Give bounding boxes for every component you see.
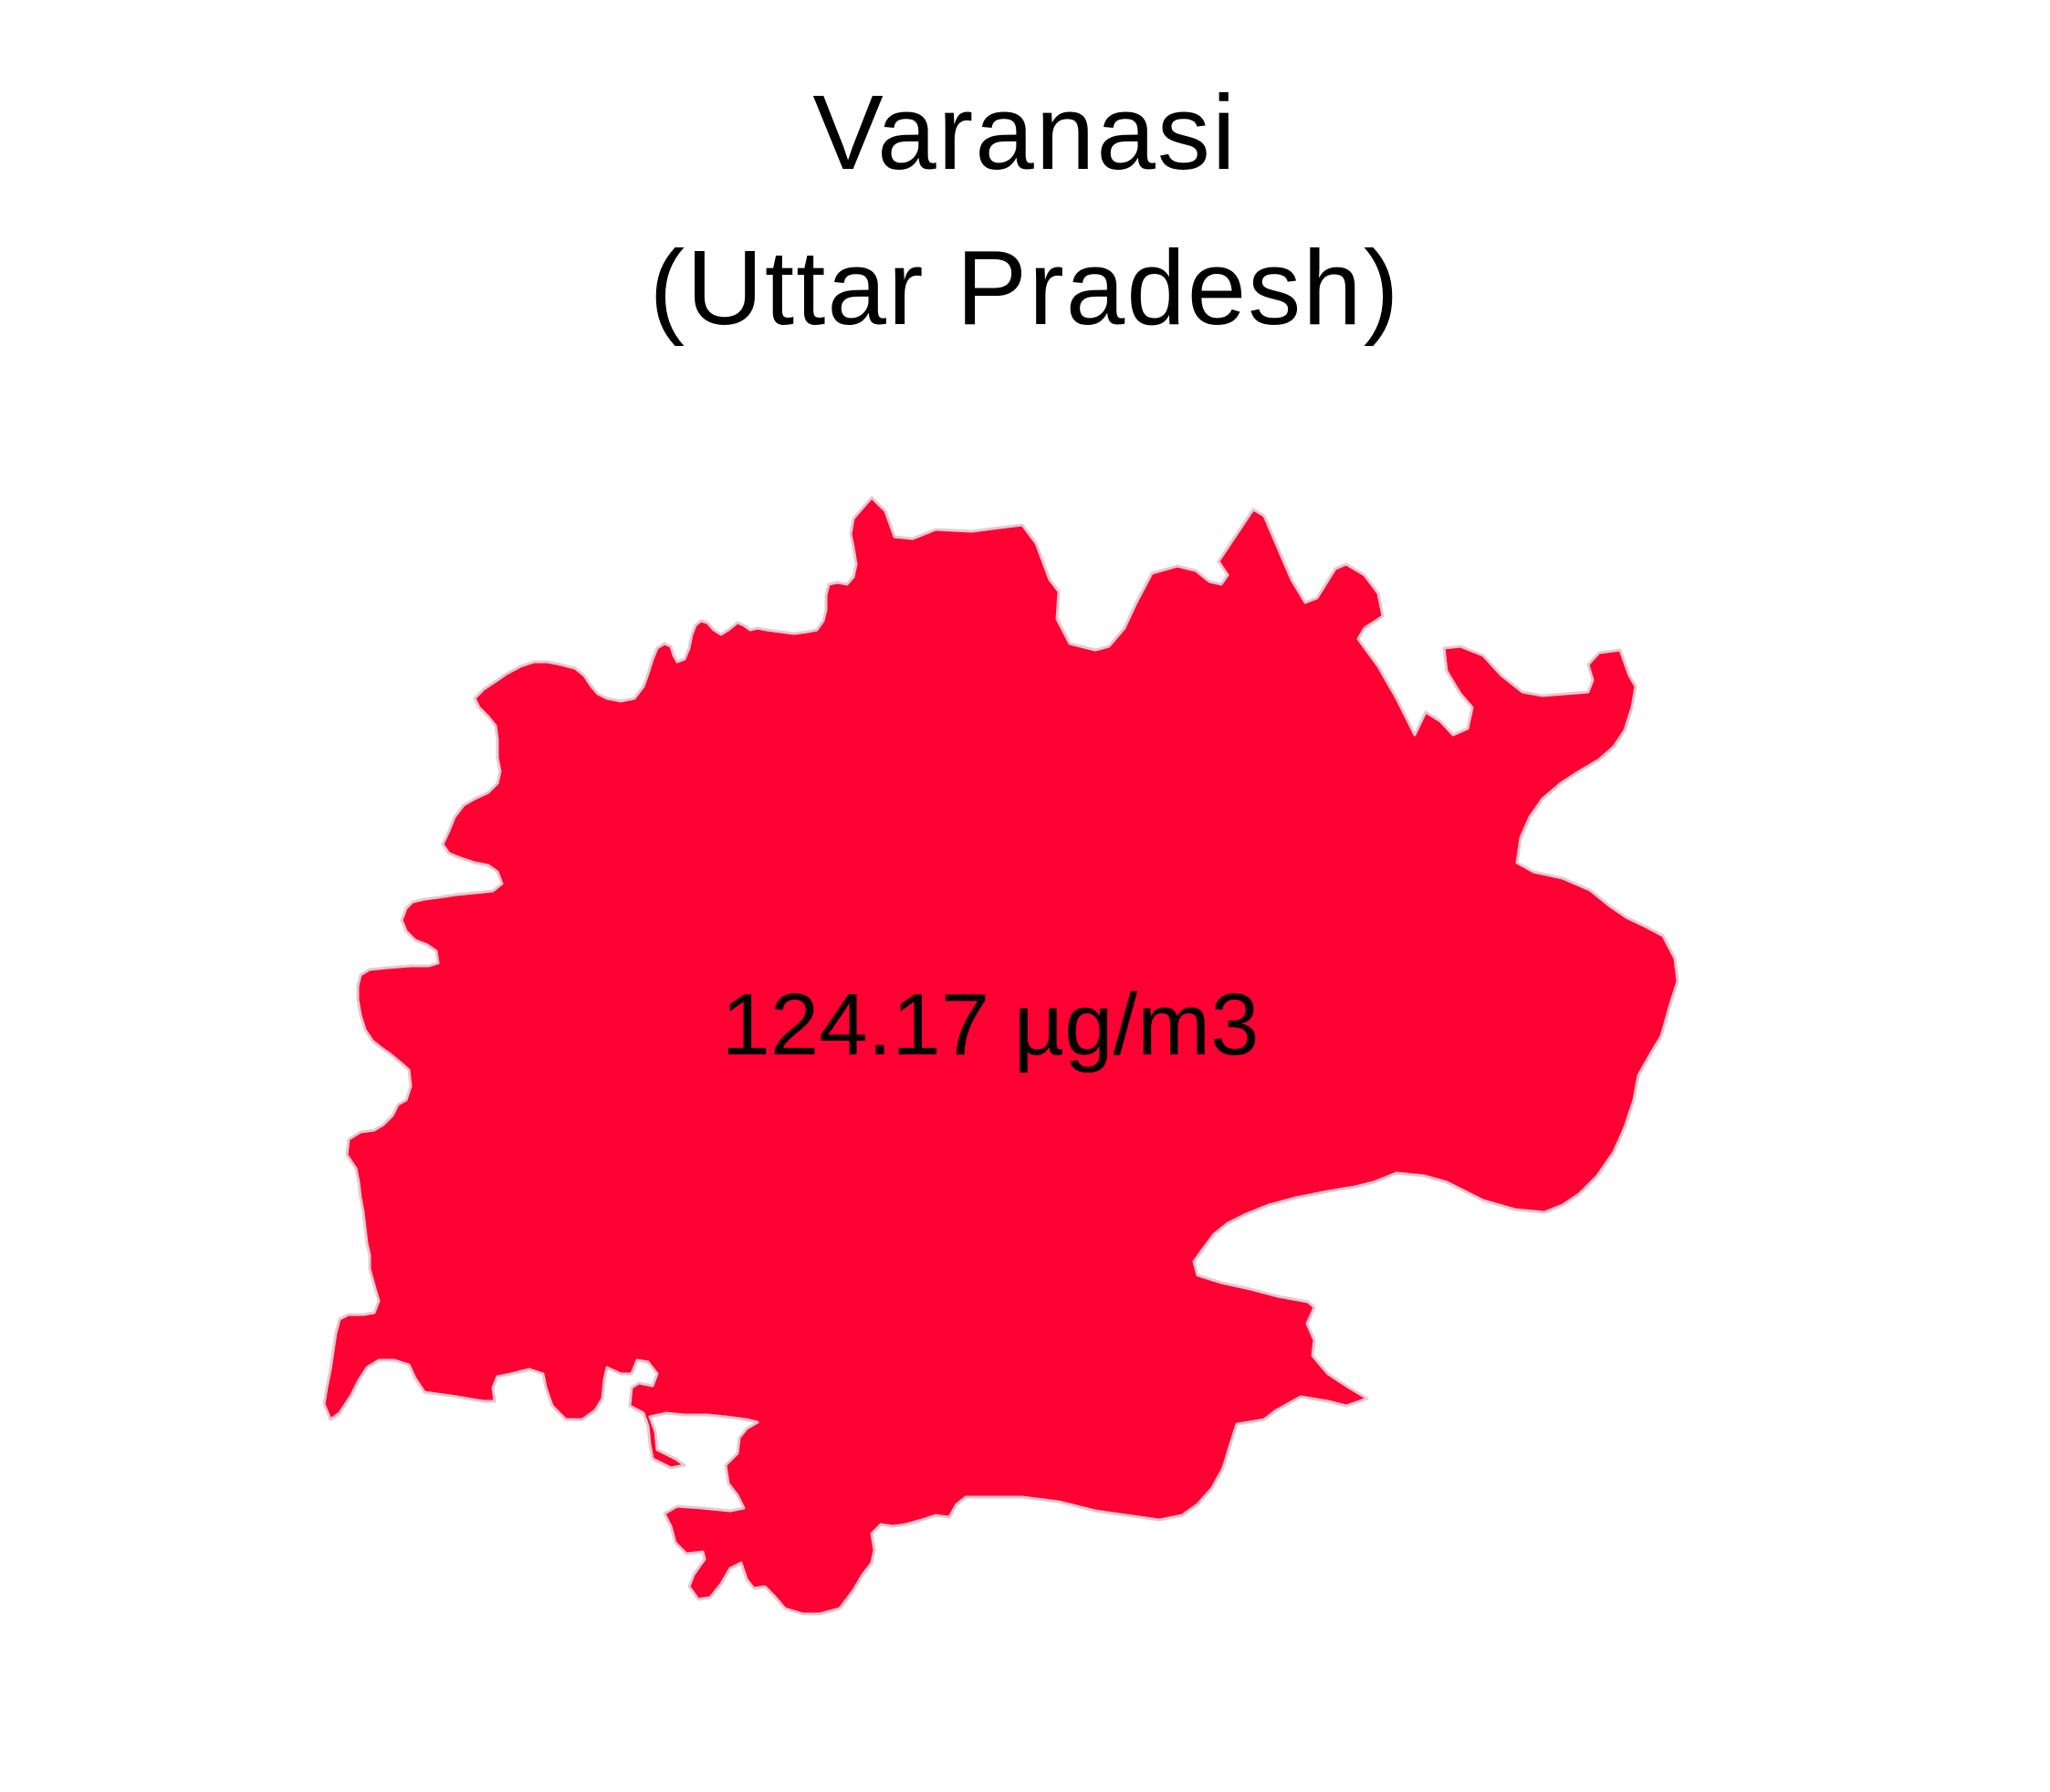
district-title: Varanasi xyxy=(812,73,1238,192)
map-title: Varanasi (Uttar Pradesh) xyxy=(0,55,2050,365)
district-shape xyxy=(322,496,1679,1616)
pollution-value-label: 124.17 µg/m3 xyxy=(721,976,1259,1074)
state-subtitle: (Uttar Pradesh) xyxy=(649,228,1401,347)
